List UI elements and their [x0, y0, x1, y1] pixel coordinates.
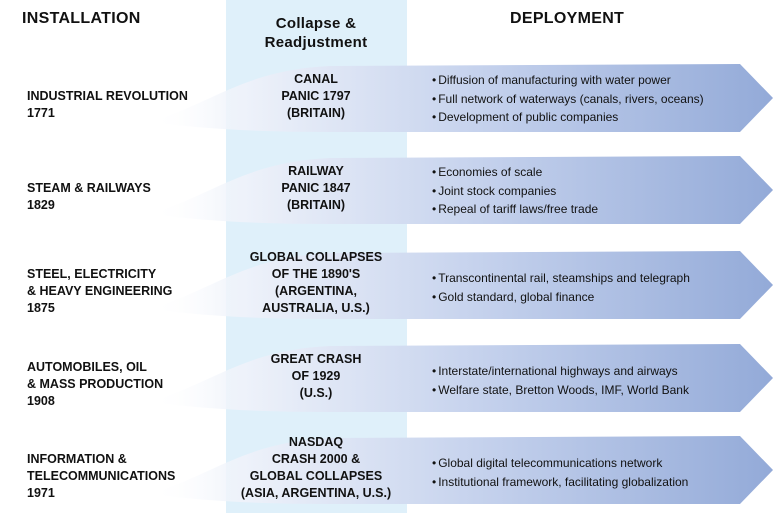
- deployment-item: Development of public companies: [432, 108, 772, 127]
- collapse-line: OF 1929: [291, 368, 341, 383]
- deployment-list: Global digital telecommunications networ…: [432, 454, 772, 491]
- revolution-year: 1908: [27, 394, 55, 408]
- revolution-label: STEAM & RAILWAYS 1829: [27, 180, 227, 214]
- collapse-line: RAILWAY: [288, 163, 344, 178]
- collapse-event: CANAL PANIC 1797 (BRITAIN): [226, 71, 406, 122]
- deployment-item: Global digital telecommunications networ…: [432, 454, 772, 473]
- deployment-list: Transcontinental rail, steamships and te…: [432, 269, 772, 306]
- revolution-name: INFORMATION &: [27, 452, 127, 466]
- collapse-event: GLOBAL COLLAPSES OF THE 1890'S (ARGENTINA,…: [226, 249, 406, 317]
- collapse-line: (BRITAIN): [286, 105, 346, 120]
- deployment-list: Diffusion of manufacturing with water po…: [432, 71, 772, 127]
- deployment-item: Full network of waterways (canals, river…: [432, 90, 772, 109]
- collapse-line: (BRITAIN): [286, 197, 346, 212]
- collapse-line: (ASIA, ARGENTINA, U.S.): [240, 486, 392, 500]
- collapse-line: PANIC 1797: [281, 88, 351, 103]
- deployment-item: Economies of scale: [432, 163, 772, 182]
- revolution-name: INDUSTRIAL REVOLUTION: [27, 89, 188, 103]
- collapse-line: CANAL: [294, 71, 338, 86]
- collapse-event: RAILWAY PANIC 1847 (BRITAIN): [226, 163, 406, 214]
- revolution-label: INDUSTRIAL REVOLUTION 1771: [27, 88, 227, 122]
- deployment-item: Diffusion of manufacturing with water po…: [432, 71, 772, 90]
- collapse-line: CRASH 2000 &: [271, 452, 361, 466]
- deployment-list: Economies of scaleJoint stock companiesR…: [432, 163, 772, 219]
- deployment-item: Repeal of tariff laws/free trade: [432, 200, 772, 219]
- deployment-item: Institutional framework, facilitating gl…: [432, 473, 772, 492]
- revolution-label: STEEL, ELECTRICITY & HEAVY ENGINEERING 187…: [27, 266, 227, 317]
- collapse-line: PANIC 1847: [281, 180, 351, 195]
- collapse-event: NASDAQ CRASH 2000 & GLOBAL COLLAPSES (ASIA,…: [226, 434, 406, 502]
- revolution-year: 1771: [27, 106, 55, 120]
- revolution-name: & MASS PRODUCTION: [27, 377, 164, 391]
- revolution-name: AUTOMOBILES, OIL: [27, 360, 147, 374]
- revolution-label: INFORMATION & TELECOMMUNICATIONS 1971: [27, 451, 227, 502]
- deployment-header: DEPLOYMENT: [510, 10, 625, 27]
- collapse-line: (U.S.): [299, 385, 333, 400]
- deployment-item: Joint stock companies: [432, 182, 772, 201]
- collapse-line: (ARGENTINA,: [275, 284, 357, 298]
- collapse-line: GLOBAL COLLAPSES: [249, 250, 383, 264]
- collapse-line: NASDAQ: [288, 435, 344, 449]
- installation-header: INSTALLATION: [22, 10, 141, 27]
- revolution-name: & HEAVY ENGINEERING: [27, 284, 173, 298]
- deployment-item: Transcontinental rail, steamships and te…: [432, 269, 772, 288]
- deployment-item: Gold standard, global finance: [432, 288, 772, 307]
- deployment-list: Interstate/international highways and ai…: [432, 362, 772, 399]
- revolution-name: STEAM & RAILWAYS: [27, 181, 151, 195]
- collapse-line: AUSTRALIA, U.S.): [262, 301, 370, 315]
- collapse-event: GREAT CRASH OF 1929 (U.S.): [226, 351, 406, 402]
- collapse-line: GLOBAL COLLAPSES: [249, 469, 383, 483]
- collapse-header: Collapse & Readjustment: [226, 14, 406, 52]
- deployment-item: Welfare state, Bretton Woods, IMF, World…: [432, 381, 772, 400]
- collapse-line: GREAT CRASH: [270, 351, 362, 366]
- collapse-line: OF THE 1890'S: [271, 267, 361, 281]
- revolution-year: 1971: [27, 486, 55, 500]
- collapse-header-line-2: Readjustment: [264, 34, 368, 51]
- revolution-name: STEEL, ELECTRICITY: [27, 267, 157, 281]
- revolution-year: 1829: [27, 198, 55, 212]
- collapse-header-line-1: Collapse &: [275, 15, 357, 32]
- revolution-label: AUTOMOBILES, OIL & MASS PRODUCTION 1908: [27, 359, 227, 410]
- deployment-item: Interstate/international highways and ai…: [432, 362, 772, 381]
- revolution-year: 1875: [27, 301, 55, 315]
- revolution-name: TELECOMMUNICATIONS: [27, 469, 176, 483]
